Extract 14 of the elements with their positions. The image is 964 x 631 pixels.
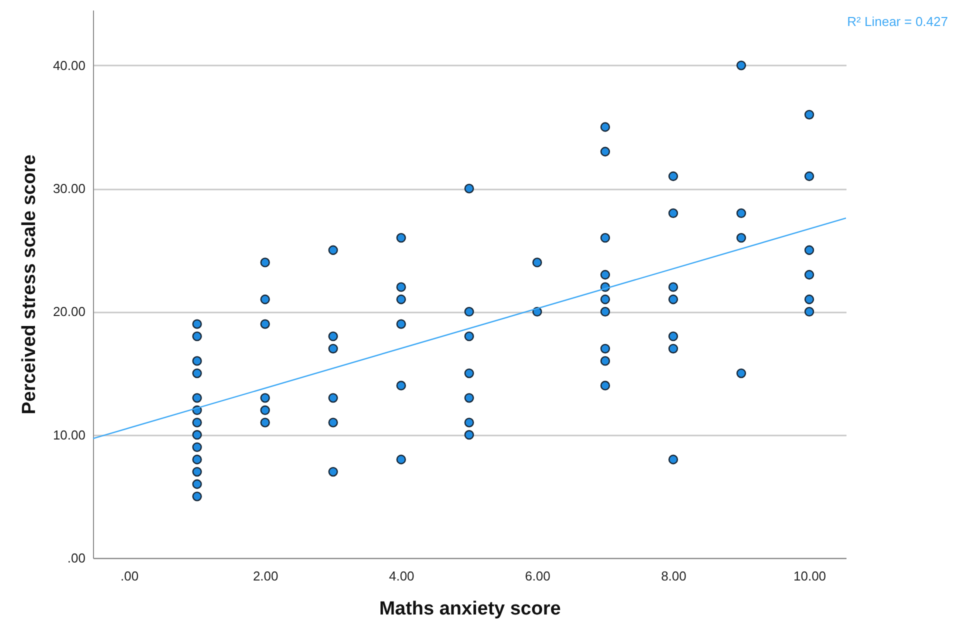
y-axis-title: Perceived stress scale score [18,154,40,414]
y-tick-label: 30.00 [52,181,86,196]
x-tick-label: 4.00 [388,568,414,584]
x-tick-label: 6.00 [525,568,550,584]
text: R² Linear = 0.427 [847,14,948,29]
y-tick-label: 10.00 [52,427,86,442]
x-tick-label: 10.00 [793,568,826,584]
x-tick-label: .00 [120,568,139,584]
x-tick-label: 2.00 [252,568,278,584]
y-tick-label: .00 [67,550,86,566]
x-axis-title: Maths anxiety score [379,598,561,620]
x-tick-label: 8.00 [661,568,686,584]
y-tick-label: 40.00 [52,58,86,73]
y-tick-label: 20.00 [52,304,86,320]
